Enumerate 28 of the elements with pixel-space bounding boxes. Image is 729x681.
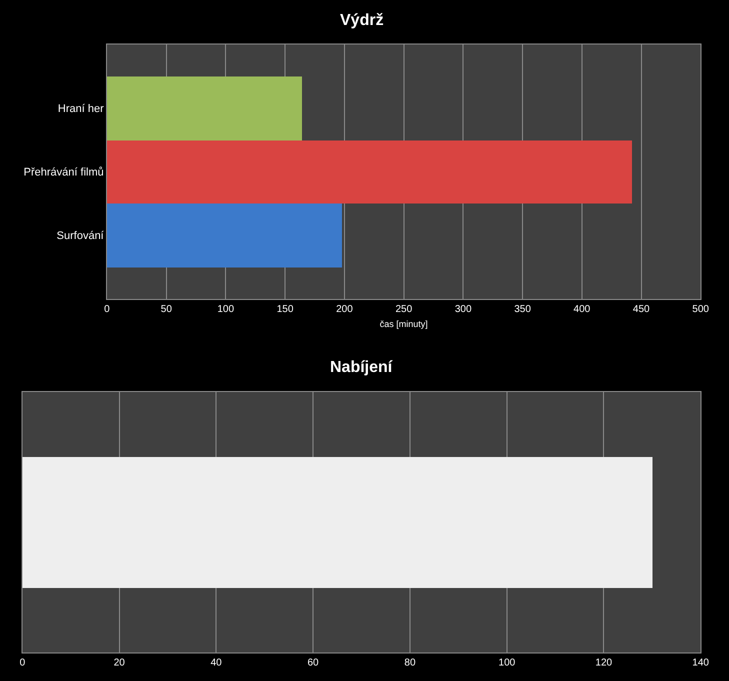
x-tick-label: 500 xyxy=(692,304,710,316)
y-tick-label: Přehrávání filmů xyxy=(24,166,104,179)
y-tick-label: Hraní her xyxy=(58,102,104,115)
x-tick-label: 100 xyxy=(217,304,234,316)
x-tick-label: 350 xyxy=(514,304,532,316)
x-tick-label: 200 xyxy=(336,304,354,316)
x-tick-label: 450 xyxy=(632,304,650,316)
x-tick-label: 140 xyxy=(692,658,710,669)
bar xyxy=(106,140,632,204)
x-tick-label: 100 xyxy=(498,658,516,669)
x-tick-label: 400 xyxy=(574,304,591,316)
y-tick-label: Surfování xyxy=(56,230,105,242)
x-tick-label: 0 xyxy=(20,658,26,669)
x-tick-label: 80 xyxy=(404,658,416,669)
x-tick-label: 50 xyxy=(160,304,172,316)
bar xyxy=(106,76,302,140)
x-tick-label: 60 xyxy=(307,658,320,669)
x-tick-label: 250 xyxy=(395,304,413,316)
x-tick-label: 120 xyxy=(595,658,613,669)
x-tick-label: 300 xyxy=(454,304,472,316)
x-axis-title: čas [minuty] xyxy=(380,318,428,329)
x-tick-label: 40 xyxy=(210,658,222,669)
x-tick-label: 20 xyxy=(114,658,126,669)
bar xyxy=(106,203,342,268)
x-tick-label: 150 xyxy=(276,304,294,316)
x-tick-label: 0 xyxy=(104,304,110,316)
chart-title: Nabíjení xyxy=(330,359,393,376)
chart-title: Výdrž xyxy=(340,12,384,29)
